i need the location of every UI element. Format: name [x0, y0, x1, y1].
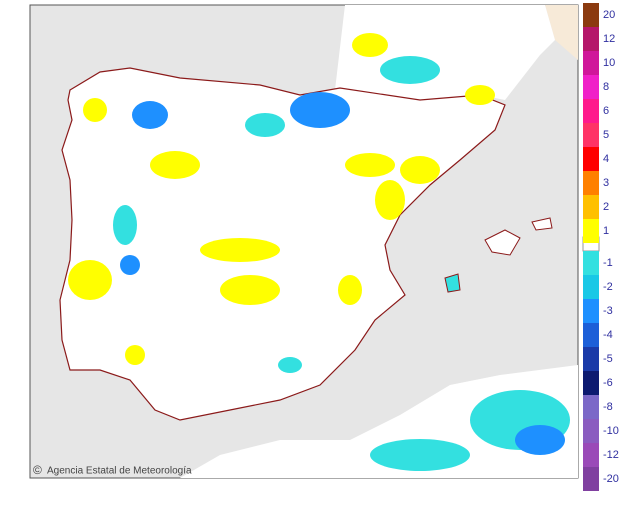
cold-area	[132, 101, 168, 129]
legend-label: -12	[603, 449, 619, 461]
cold-area	[245, 113, 285, 137]
legend-swatch	[583, 275, 599, 299]
legend-swatch	[583, 347, 599, 371]
cold-area	[290, 92, 350, 128]
legend-swatch	[583, 171, 599, 195]
warm-area	[465, 85, 495, 105]
legend-label: 2	[603, 201, 609, 213]
legend-swatch	[583, 51, 599, 75]
cold-area	[278, 357, 302, 373]
warm-area	[83, 98, 107, 122]
legend-swatch	[583, 467, 599, 491]
legend-label: -10	[603, 425, 619, 437]
warm-area	[352, 33, 388, 57]
warm-area	[220, 275, 280, 305]
menorca	[531, 217, 553, 231]
africa-land	[180, 365, 578, 478]
ibiza	[444, 273, 461, 293]
mallorca	[484, 229, 521, 256]
legend-label: 12	[603, 33, 615, 45]
warm-area	[200, 238, 280, 262]
cold-area	[370, 439, 470, 471]
legend-label: -8	[603, 401, 613, 413]
legend-swatch	[583, 299, 599, 323]
legend-label: 4	[603, 153, 609, 165]
legend-swatch	[583, 371, 599, 395]
warm-area	[400, 156, 440, 184]
legend-swatch	[583, 99, 599, 123]
warm-area	[150, 151, 200, 179]
warm-area	[68, 260, 112, 300]
legend-swatch	[583, 123, 599, 147]
legend-label: 1	[603, 225, 609, 237]
credit: Agencia Estatal de Meteorología	[47, 466, 192, 477]
warm-area	[345, 153, 395, 177]
legend-label: 10	[603, 57, 615, 69]
warm-area	[338, 275, 362, 305]
legend-swatch	[583, 27, 599, 51]
legend-swatch	[583, 323, 599, 347]
legend-label: -6	[603, 377, 613, 389]
legend-swatch	[583, 147, 599, 171]
warm-area	[125, 345, 145, 365]
logo: aemet	[508, 456, 550, 472]
italy-land	[545, 5, 578, 60]
cold-area	[113, 205, 137, 245]
legend: 20 12 10 8 6 5 4 3 2 1 -1 -2 -3 -4 -5 -6 -8 -10 -12 -20	[582, 3, 619, 491]
legend-label: 3	[603, 177, 609, 189]
legend-swatch	[583, 75, 599, 99]
legend-label: -3	[603, 305, 613, 317]
legend-label: -4	[603, 329, 613, 341]
cold-area	[120, 255, 140, 275]
legend-swatch	[583, 419, 599, 443]
legend-swatch	[583, 395, 599, 419]
legend-label: 8	[603, 81, 609, 93]
legend-label: -1	[603, 257, 613, 269]
cold-area	[380, 56, 440, 84]
legend-label: -2	[603, 281, 613, 293]
legend-swatch	[583, 251, 599, 275]
anomaly-areas	[68, 33, 570, 471]
legend-swatch	[583, 195, 599, 219]
cold-area	[515, 425, 565, 455]
legend-swatch	[583, 443, 599, 467]
legend-label: 5	[603, 129, 609, 141]
legend-label: -20	[603, 473, 619, 485]
legend-label: 6	[603, 105, 609, 117]
legend-swatch	[583, 3, 599, 27]
copyright-mark: ©	[33, 463, 42, 477]
warm-area	[375, 180, 405, 220]
legend-label: -5	[603, 353, 613, 365]
legend-swatch	[583, 219, 599, 243]
legend-label: 20	[603, 9, 615, 21]
